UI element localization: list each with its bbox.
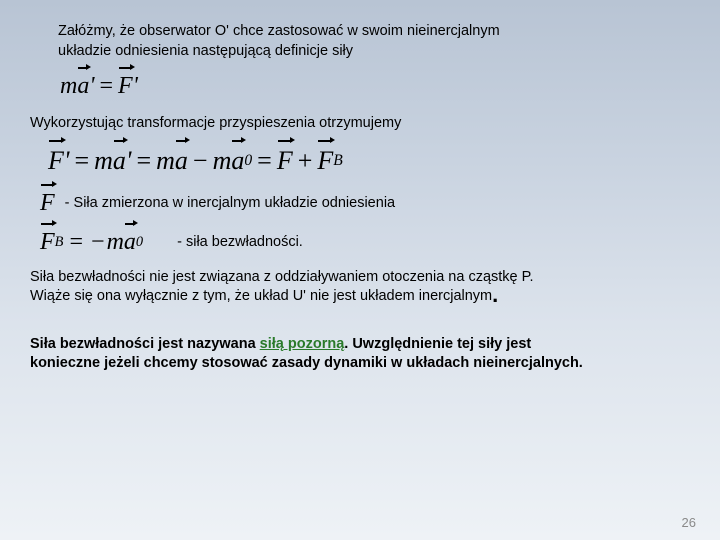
- row-F-def: F - Siła zmierzona w inercjalnym układzi…: [40, 190, 690, 217]
- para-inertia-info: Siła bezwładności nie jest związana z od…: [30, 268, 690, 307]
- equation-1: m a' = F': [60, 73, 690, 100]
- equation-2: F' = m a' = m a − m a0 = F + FB: [48, 146, 690, 176]
- text-transform: Wykorzystując transformacje przyspieszen…: [30, 114, 690, 134]
- para-pozorna: Siła bezwładności jest nazywana siłą poz…: [30, 335, 690, 374]
- intro-line2: układzie odniesienia następującą definic…: [58, 43, 353, 59]
- page-number: 26: [682, 515, 696, 530]
- intro-line1: Załóżmy, że obserwator O' chce zastosowa…: [58, 23, 500, 39]
- row-FB-def: FB = − m a0 - siła bezwładności.: [40, 229, 690, 256]
